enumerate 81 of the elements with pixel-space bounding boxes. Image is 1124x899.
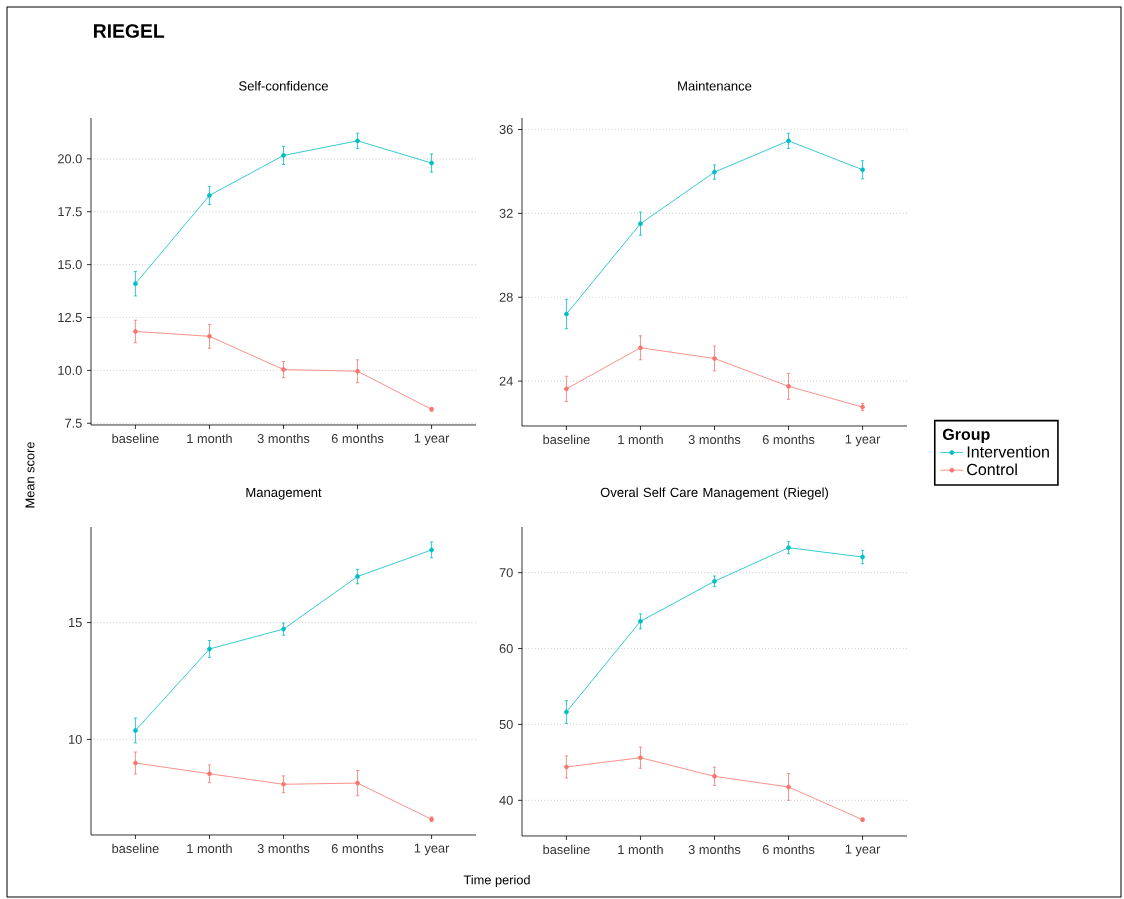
point	[281, 626, 286, 632]
y-tick-label: 10	[69, 734, 82, 744]
point	[712, 773, 717, 779]
point	[133, 728, 138, 733]
x-tick-label: baseline	[543, 434, 590, 445]
chart-title: Management	[246, 487, 322, 500]
point	[786, 138, 791, 144]
point	[712, 169, 717, 175]
point	[429, 160, 434, 166]
point	[429, 547, 434, 553]
point	[281, 781, 286, 787]
point	[207, 193, 212, 198]
y-tick-label: 12.5	[58, 312, 82, 323]
point	[786, 545, 791, 551]
point	[207, 771, 212, 777]
text: RIEGEL	[94, 24, 165, 38]
y-tick-label: 70	[499, 568, 513, 578]
y-tick-label: 20.0	[58, 154, 82, 164]
y-tick-label: 60	[499, 644, 513, 654]
point	[860, 554, 865, 560]
y-tick-label: 36	[499, 125, 513, 135]
x-tick-label: 3 months	[688, 844, 741, 855]
x-tick-label: 1 year	[414, 433, 450, 446]
point	[133, 329, 138, 334]
x-tick-label: 1 month	[187, 843, 232, 854]
y-tick-label: 32	[499, 208, 513, 218]
point	[133, 281, 138, 287]
y-tick-label: 24	[499, 376, 513, 386]
x-tick-label: baseline	[543, 844, 590, 855]
point	[638, 618, 643, 624]
point	[355, 574, 360, 579]
x-tick-label: 1 month	[187, 433, 232, 444]
x-tick-label: 1 year	[845, 434, 881, 447]
point	[207, 333, 212, 339]
x-tick-label: 3 months	[257, 433, 310, 444]
point	[281, 367, 286, 372]
legend-title: Group	[942, 428, 990, 444]
point	[133, 760, 138, 766]
point	[786, 784, 791, 790]
x-tick-label: 6 months	[331, 433, 384, 444]
point	[355, 138, 360, 144]
x-tick-label: 6 months	[331, 843, 384, 854]
point	[355, 780, 360, 786]
point	[638, 755, 643, 761]
point	[712, 356, 717, 361]
chart-title: Maintenance	[678, 81, 752, 91]
text: Time period	[463, 875, 530, 887]
x-tick-label: 1 month	[618, 844, 663, 855]
x-tick-label: 6 months	[762, 844, 815, 855]
text: Mean score	[25, 442, 35, 508]
point	[638, 345, 643, 351]
x-tick-label: 1 year	[845, 844, 881, 857]
point	[564, 764, 569, 770]
x-tick-label: 1 month	[618, 434, 663, 445]
legend-label: Intervention	[967, 445, 1049, 458]
legend-label: Control	[967, 463, 1017, 476]
x-tick-label: baseline	[112, 433, 159, 444]
y-tick-label: 28	[499, 292, 513, 302]
y-tick-label: 10.0	[58, 365, 82, 375]
y-tick-label: 15.0	[58, 260, 82, 270]
y-tick-label: 40	[499, 795, 513, 805]
point	[564, 386, 569, 392]
y-tick-label: 15	[69, 618, 82, 628]
point	[564, 709, 569, 715]
x-tick-label: baseline	[112, 843, 159, 854]
point	[281, 153, 286, 158]
y-tick-label: 50	[499, 719, 513, 729]
point	[564, 311, 569, 317]
chart-title: Overal Self Care Management (Riegel)	[600, 487, 829, 500]
y-tick-label: 17.5	[58, 207, 82, 217]
point	[860, 167, 865, 173]
point	[207, 646, 212, 652]
x-tick-label: 1 year	[414, 843, 450, 856]
chart-title: Self-confidence	[239, 81, 328, 91]
x-tick-label: 6 months	[762, 434, 815, 445]
point	[786, 383, 791, 389]
x-tick-label: 3 months	[257, 843, 310, 854]
point	[638, 221, 643, 227]
y-tick-label: 7.5	[65, 418, 82, 428]
x-tick-label: 3 months	[688, 434, 741, 445]
point	[355, 368, 360, 374]
